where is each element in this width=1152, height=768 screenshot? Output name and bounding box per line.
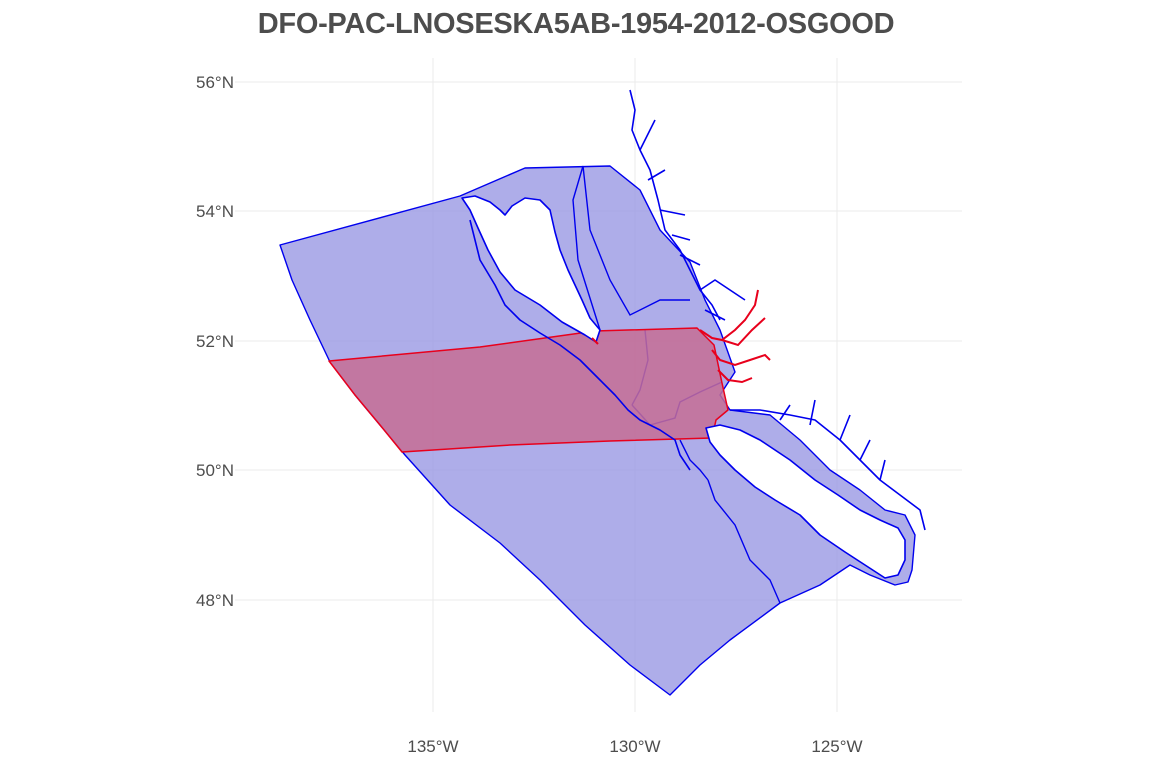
island-vancouver <box>705 424 906 579</box>
x-tick-label: 130°W <box>609 737 660 756</box>
y-tick-label: 52°N <box>196 332 234 351</box>
x-tick-label: 135°W <box>407 737 458 756</box>
y-tick-label: 50°N <box>196 461 234 480</box>
y-tick-label: 54°N <box>196 202 234 221</box>
island-haida-gwaii <box>461 195 601 343</box>
x-tick-label: 125°W <box>811 737 862 756</box>
coastline <box>461 89 926 579</box>
y-tick-label: 48°N <box>196 591 234 610</box>
y-tick-label: 56°N <box>196 73 234 92</box>
highlight-coastline <box>591 289 771 384</box>
highlight-zone <box>328 327 729 453</box>
map-title: DFO-PAC-LNOSESKA5AB-1954-2012-OSGOOD <box>257 8 895 40</box>
